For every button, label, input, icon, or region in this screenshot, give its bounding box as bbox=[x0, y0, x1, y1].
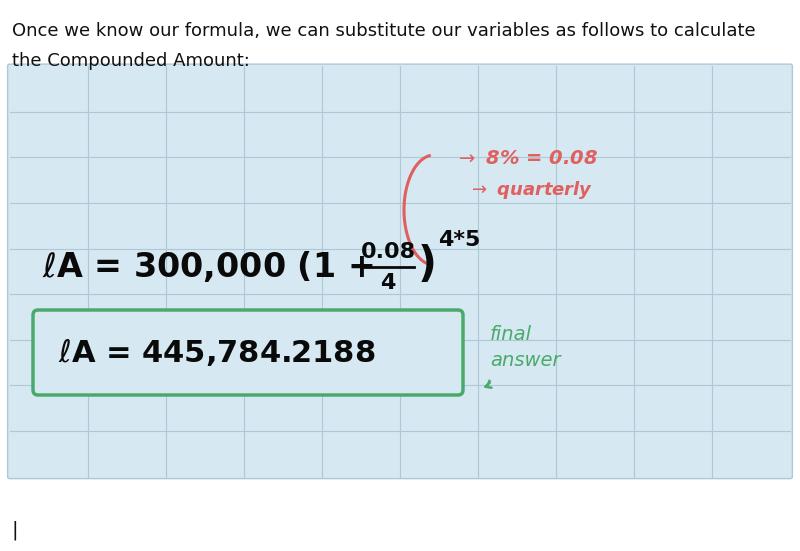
Text: answer: answer bbox=[490, 350, 561, 370]
Text: ): ) bbox=[418, 244, 437, 286]
FancyBboxPatch shape bbox=[8, 64, 792, 479]
Text: 4: 4 bbox=[380, 273, 396, 293]
Text: |: | bbox=[12, 520, 18, 540]
Text: $\rightarrow$ 8% = 0.08: $\rightarrow$ 8% = 0.08 bbox=[455, 149, 598, 168]
Text: the Compounded Amount:: the Compounded Amount: bbox=[12, 52, 250, 70]
Text: $\ell$A = 445,784.2188: $\ell$A = 445,784.2188 bbox=[58, 338, 375, 369]
Text: $\rightarrow$ quarterly: $\rightarrow$ quarterly bbox=[468, 179, 594, 201]
FancyBboxPatch shape bbox=[33, 310, 463, 395]
Text: $\ell$A = 300,000 (1 +: $\ell$A = 300,000 (1 + bbox=[42, 250, 377, 284]
Text: Once we know our formula, we can substitute our variables as follows to calculat: Once we know our formula, we can substit… bbox=[12, 22, 756, 40]
Text: 4*5: 4*5 bbox=[438, 230, 480, 250]
Text: 0.08: 0.08 bbox=[361, 242, 415, 262]
Text: final: final bbox=[490, 326, 532, 344]
